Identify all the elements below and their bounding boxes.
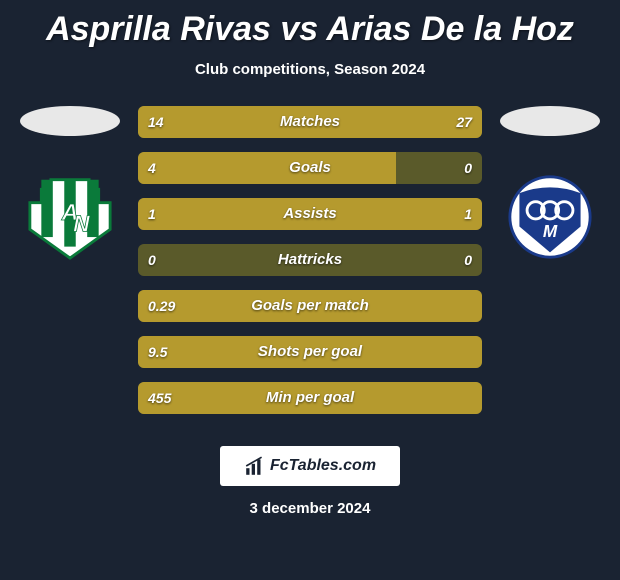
subtitle: Club competitions, Season 2024 [0, 61, 620, 78]
stat-label: Matches [138, 106, 482, 138]
footer-date: 3 december 2024 [0, 500, 620, 517]
stat-row: 14Matches27 [138, 106, 482, 138]
svg-text:N: N [73, 210, 90, 236]
player-left-silhouette [20, 106, 120, 136]
stat-label: Assists [138, 198, 482, 230]
stat-row: 4Goals0 [138, 152, 482, 184]
comparison-panel: A N 14Matches274Goals01Assists10Hattrick… [0, 106, 620, 428]
svg-text:M: M [543, 221, 558, 241]
player-right-silhouette [500, 106, 600, 136]
stat-value-right: 0 [464, 152, 472, 184]
stat-value-right: 1 [464, 198, 472, 230]
stat-value-right: 27 [456, 106, 472, 138]
stat-label: Goals [138, 152, 482, 184]
player-left-column: A N [10, 106, 130, 428]
stats-column: 14Matches274Goals01Assists10Hattricks00.… [130, 106, 490, 428]
player-right-column: M [490, 106, 610, 428]
stat-label: Hattricks [138, 244, 482, 276]
stat-value-right: 0 [464, 244, 472, 276]
page-title: Asprilla Rivas vs Arias De la Hoz [0, 0, 620, 49]
brand-logo: FcTables.com [220, 446, 400, 486]
club-crest-right: M [502, 174, 598, 260]
brand-text: FcTables.com [270, 457, 376, 475]
club-crest-left: A N [22, 174, 118, 260]
stat-row: 9.5Shots per goal [138, 336, 482, 368]
stat-row: 0Hattricks0 [138, 244, 482, 276]
stat-label: Shots per goal [138, 336, 482, 368]
stat-row: 0.29Goals per match [138, 290, 482, 322]
stat-row: 455Min per goal [138, 382, 482, 414]
stat-label: Min per goal [138, 382, 482, 414]
stat-label: Goals per match [138, 290, 482, 322]
stat-row: 1Assists1 [138, 198, 482, 230]
